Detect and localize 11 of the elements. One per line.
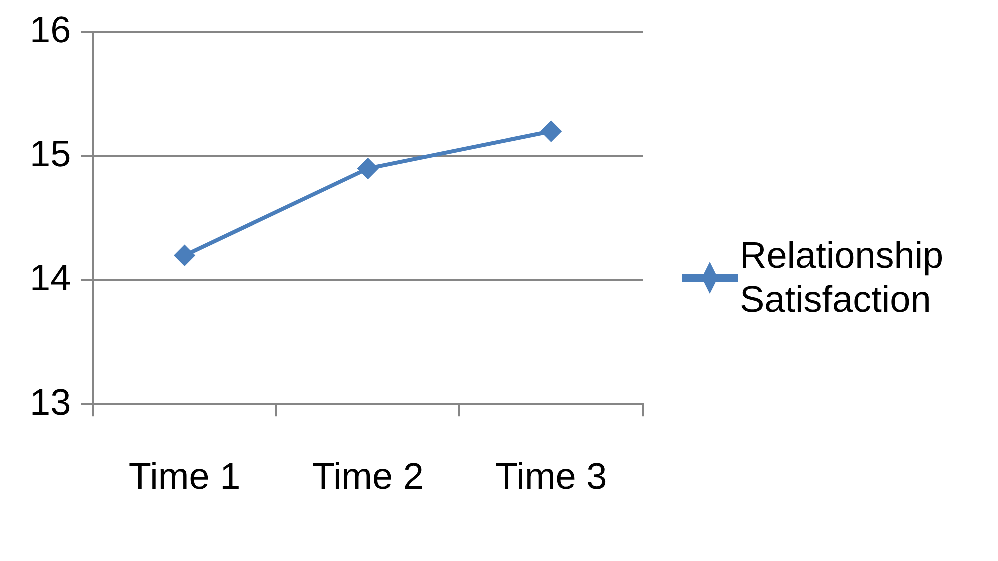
point <box>541 122 562 142</box>
y-tick-label: 13 <box>30 382 72 423</box>
x-tick-label: Time 3 <box>496 456 608 498</box>
point <box>174 246 195 266</box>
y-tick-label: 16 <box>30 9 72 50</box>
y-tick-label: 14 <box>30 258 72 299</box>
point <box>358 158 378 179</box>
y-tick-label: 15 <box>30 134 72 175</box>
x-tick-label: Time 2 <box>312 456 424 498</box>
legend-label: Relationship Satisfaction <box>740 234 945 322</box>
x-tick-label: Time 1 <box>128 456 241 498</box>
